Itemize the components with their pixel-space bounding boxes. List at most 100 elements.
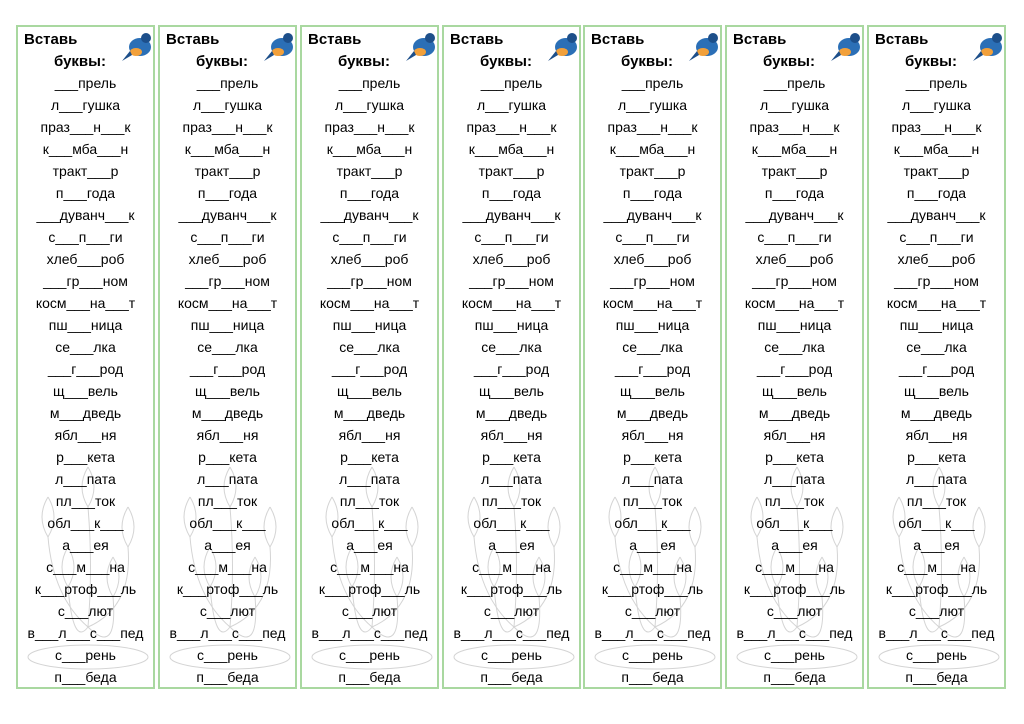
word: к___мба___н [468, 141, 555, 157]
word: с___п___ги [48, 229, 123, 245]
word: с___п___ги [332, 229, 407, 245]
word: а___ея [771, 537, 818, 553]
title-line: Вставь [24, 31, 78, 48]
word: тракт___р [619, 163, 686, 179]
flower-drawing [878, 466, 1000, 670]
stem [938, 546, 980, 628]
word: хлеб___роб [755, 251, 834, 267]
stem [229, 596, 257, 638]
word: праз___н___к [40, 119, 131, 135]
bird-belly [981, 48, 993, 56]
word: с___м___на [330, 559, 409, 575]
word: к___мба___н [751, 141, 838, 157]
word: ___дуванч___к [320, 207, 419, 223]
stem [87, 506, 91, 628]
word: к___ртоф___ль [601, 581, 704, 597]
bird-head [708, 33, 718, 43]
word: п___беда [763, 669, 826, 685]
word: тракт___р [336, 163, 403, 179]
word: к___ртоф___ль [176, 581, 279, 597]
word: в___л___с___пед [311, 625, 428, 641]
decoration [736, 33, 860, 670]
word: п___беда [480, 669, 543, 685]
word: л___пата [197, 471, 258, 487]
word-card: Вставь буквы: ___прель л___гушка праз___н___… [158, 25, 297, 689]
stem [371, 506, 375, 628]
word: косм___на___т [35, 295, 136, 311]
word: ___дуванч___к [178, 207, 277, 223]
word: тракт___р [478, 163, 545, 179]
word: а___ея [488, 537, 535, 553]
word: пл___ток [55, 493, 116, 509]
stem [654, 596, 682, 638]
word: к___мба___н [42, 141, 129, 157]
word: пш___ница [332, 317, 407, 333]
word: ябл___ня [196, 427, 259, 443]
word: м___дведь [616, 405, 689, 421]
stem [209, 586, 231, 633]
stem [776, 586, 798, 633]
word: р___кета [56, 449, 115, 465]
bird-belly [839, 48, 851, 56]
word: р___кета [340, 449, 399, 465]
word: косм___на___т [461, 295, 562, 311]
word: пш___ница [615, 317, 690, 333]
bird-belly [697, 48, 709, 56]
word: р___кета [765, 449, 824, 465]
word: к___мба___н [893, 141, 980, 157]
title-line: Вставь [308, 31, 362, 48]
word: ___прель [763, 75, 826, 91]
word: пл___ток [197, 493, 258, 509]
word-card: Вставь буквы: ___прель л___гушка праз___н___… [867, 25, 1006, 689]
word: хлеб___роб [613, 251, 692, 267]
word: к___ртоф___ль [743, 581, 846, 597]
word: щ___вель [53, 383, 118, 399]
word: ___дуванч___к [887, 207, 986, 223]
bird-tail [122, 51, 132, 61]
word: п___беда [54, 669, 117, 685]
word: с___м___на [897, 559, 976, 575]
word: ___гр___ном [610, 273, 695, 289]
word: с___рень [197, 647, 258, 663]
bird-head [283, 33, 293, 43]
ground [878, 644, 1000, 670]
word: с___м___на [188, 559, 267, 575]
bird-belly [414, 48, 426, 56]
decoration [27, 33, 151, 670]
stem [898, 536, 940, 628]
word: р___кета [482, 449, 541, 465]
word: се___лка [764, 339, 825, 355]
ground [311, 644, 433, 670]
title-line: Вставь [450, 31, 504, 48]
word: се___лка [55, 339, 116, 355]
word: с___рень [481, 647, 542, 663]
stem [229, 506, 233, 628]
word: ___прель [54, 75, 117, 91]
word: се___лка [622, 339, 683, 355]
ground [736, 644, 858, 670]
word: ___г___род [189, 361, 266, 377]
stem [67, 586, 89, 633]
ground [27, 644, 149, 670]
word: се___лка [339, 339, 400, 355]
title-line: буквы: [196, 53, 248, 70]
stem [796, 596, 824, 638]
word: ___гр___ном [327, 273, 412, 289]
word: пш___ница [190, 317, 265, 333]
stem [938, 596, 966, 638]
stem [87, 546, 129, 628]
word: косм___на___т [744, 295, 845, 311]
word: в___л___с___пед [169, 625, 286, 641]
word: к___мба___н [184, 141, 271, 157]
word: ___г___род [473, 361, 550, 377]
word: пш___ница [48, 317, 123, 333]
word: а___ея [62, 537, 109, 553]
word: л___гушка [617, 97, 688, 113]
word: ___гр___ном [752, 273, 837, 289]
word: а___ея [204, 537, 251, 553]
word: ___прель [621, 75, 684, 91]
word: ___дуванч___к [603, 207, 702, 223]
word: в___л___с___пед [594, 625, 711, 641]
word: щ___вель [479, 383, 544, 399]
word: обл___к___ [331, 515, 408, 531]
